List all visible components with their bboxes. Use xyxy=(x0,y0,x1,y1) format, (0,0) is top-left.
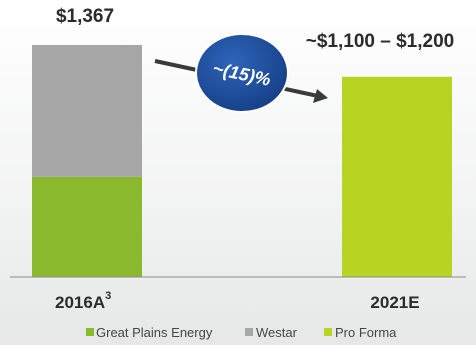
bars-group xyxy=(32,45,452,277)
change-bubble: ~(15)% xyxy=(195,33,289,113)
bar-2021E-pro-forma xyxy=(342,76,452,277)
x-tick-2016A: 2016A3 xyxy=(55,290,111,312)
x-tick-2016A-superscript: 3 xyxy=(105,290,111,302)
bar-2016A-great-plains-energy xyxy=(32,176,142,277)
legend-swatch-westar xyxy=(245,328,253,336)
legend-label-westar: Westar xyxy=(256,325,298,340)
data-label-2021E: ~$1,100 – $1,200 xyxy=(306,31,454,52)
legend-label-pro-forma: Pro Forma xyxy=(335,325,397,340)
legend-swatch-great-plains xyxy=(86,328,94,336)
x-tick-2021E: 2021E xyxy=(370,293,419,312)
legend: Great Plains Energy Westar Pro Forma xyxy=(86,325,397,340)
legend-label-great-plains: Great Plains Energy xyxy=(96,325,213,340)
x-tick-2016A-text: 2016A xyxy=(55,293,105,312)
bar-2016A-westar xyxy=(32,45,142,177)
legend-swatch-pro-forma xyxy=(324,328,332,336)
data-label-2016A: $1,367 xyxy=(56,6,114,27)
